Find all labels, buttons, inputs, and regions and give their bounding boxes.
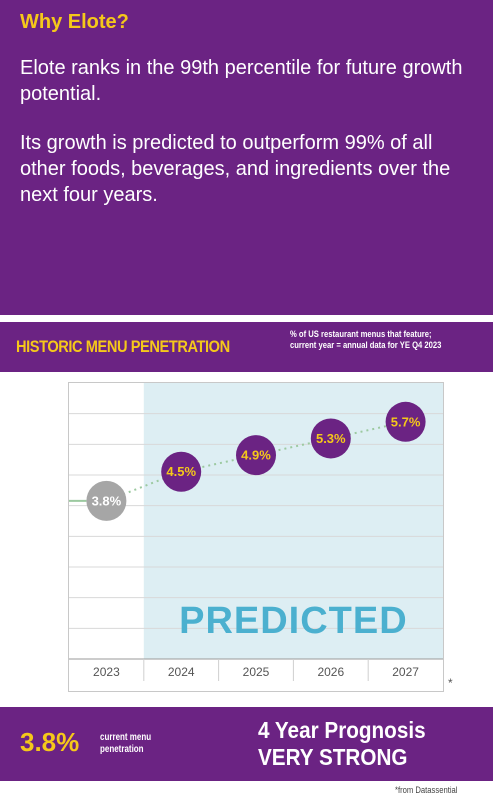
prognosis-value: VERY STRONG <box>258 744 408 770</box>
source-footnote: *from Datassential <box>395 785 458 795</box>
x-tick-label-2026: 2026 <box>317 665 344 679</box>
intro-title: Why Elote? <box>20 11 129 33</box>
data-point-2023 <box>86 480 127 521</box>
data-point-2024 <box>161 451 202 492</box>
x-tick-label-2027: 2027 <box>392 665 419 679</box>
chart-title: HISTORIC MENU PENETRATION <box>16 337 230 356</box>
data-point-2027 <box>385 401 426 442</box>
x-tick-label-2025: 2025 <box>243 665 270 679</box>
penetration-chart: PREDICTED 3.8% 4.5% 4.9% 5.3% 5.7% 2023 2024 202… <box>69 383 444 681</box>
data-label-2024: 4.5% <box>166 464 196 479</box>
data-label-2023: 3.8% <box>92 493 122 508</box>
current-penetration-label: current menu penetration <box>100 732 152 755</box>
summary-panel: 3.8% current menu penetration 4 Year Pro… <box>0 707 493 781</box>
data-label-2025: 4.9% <box>241 448 271 463</box>
intro-paragraph-2: Its growth is predicted to outperform 99… <box>20 132 451 206</box>
chart-note: % of US restaurant menus that feature; c… <box>290 329 442 350</box>
current-penetration-value: 3.8% <box>20 727 80 757</box>
data-label-2027: 5.7% <box>391 414 421 429</box>
predicted-annotation: PREDICTED <box>179 600 408 642</box>
intro-panel: Why Elote? Elote ranks in the 99th perce… <box>0 0 493 315</box>
data-point-2026 <box>310 418 351 459</box>
chart-header-band: HISTORIC MENU PENETRATION % of US restau… <box>0 322 493 372</box>
x-tick-label-2024: 2024 <box>168 665 195 679</box>
prognosis-title: 4 Year Prognosis <box>258 717 426 743</box>
intro-paragraph-1: Elote ranks in the 99th percentile for f… <box>20 57 463 105</box>
data-point-2025 <box>236 435 276 476</box>
x-tick-label-2023: 2023 <box>93 665 120 679</box>
data-label-2026: 5.3% <box>316 431 346 446</box>
chart-frame: PREDICTED 3.8% 4.5% 4.9% 5.3% 5.7% 2023 2024 202… <box>68 382 444 692</box>
chart-asterisk: * <box>448 676 453 690</box>
